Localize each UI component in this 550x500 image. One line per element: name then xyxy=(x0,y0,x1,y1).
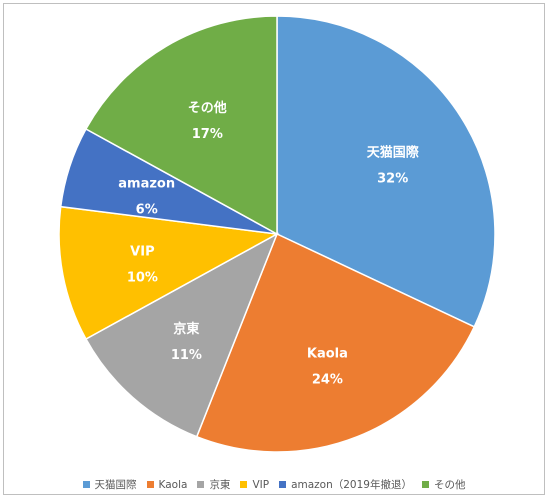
legend-label: 天猫国際 xyxy=(94,479,137,491)
legend-swatch xyxy=(240,481,248,488)
legend-label: amazon（2019年撤退） xyxy=(291,479,412,491)
slice-name-label: 天猫国際 xyxy=(367,145,420,161)
legend-swatch xyxy=(146,481,154,488)
pie-chart: 天猫国際 32% Kaola 24% 京東 11% VIP 10% amazon 6% その他 17% xyxy=(58,15,496,453)
slice-percent-label: 10% xyxy=(127,271,158,286)
slice-percent-label: 6% xyxy=(136,203,158,218)
slice-name-label: amazon xyxy=(118,177,175,192)
slice-name-label: Kaola xyxy=(307,346,348,361)
legend-swatch xyxy=(197,481,205,488)
legend-item-2: 京東 xyxy=(197,477,230,492)
legend-label: その他 xyxy=(433,479,466,491)
legend-item-4: amazon（2019年撤退） xyxy=(279,477,412,492)
slice-name-label: その他 xyxy=(188,100,227,116)
slice-name-label: 京東 xyxy=(173,321,199,337)
legend-item-1: Kaola xyxy=(146,478,188,491)
chart-legend: 天猫国際 Kaola 京東 VIP amazon（2019年撤退） その他 xyxy=(4,477,544,492)
pie-slice-1 xyxy=(195,232,476,453)
pie-slice-2 xyxy=(84,232,279,438)
legend-swatch xyxy=(279,481,287,488)
legend-item-0: 天猫国際 xyxy=(82,477,137,492)
legend-label: 京東 xyxy=(209,479,231,491)
legend-item-3: VIP xyxy=(240,479,269,491)
chart-frame: 天猫国際 32% Kaola 24% 京東 11% VIP 10% amazon 6% その他 17%… xyxy=(3,3,545,495)
legend-swatch xyxy=(82,481,90,488)
slice-percent-label: 17% xyxy=(192,127,223,142)
pie-slice-3 xyxy=(58,205,280,341)
slice-percent-label: 24% xyxy=(312,372,343,387)
pie-slice-0 xyxy=(276,15,496,328)
legend-item-5: その他 xyxy=(421,477,466,492)
slice-percent-label: 32% xyxy=(377,172,408,187)
pie-slice-5 xyxy=(84,15,278,236)
legend-label: VIP xyxy=(252,478,270,491)
legend-swatch xyxy=(421,481,429,488)
legend-label: Kaola xyxy=(158,478,188,491)
slice-name-label: VIP xyxy=(130,245,154,260)
slice-percent-label: 11% xyxy=(171,348,202,363)
